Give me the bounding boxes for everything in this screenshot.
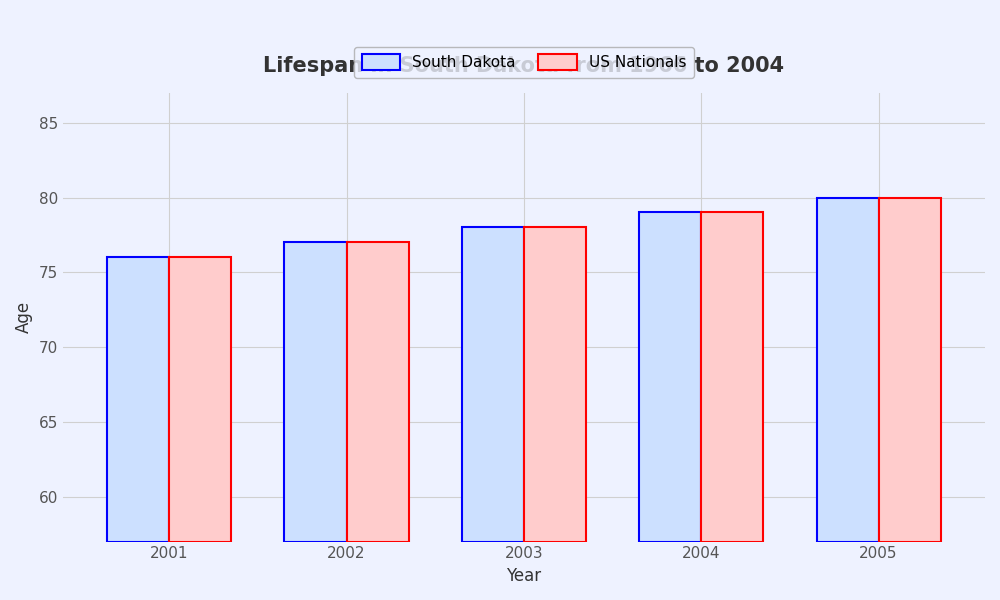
Bar <box>701 212 763 542</box>
Bar <box>347 242 409 542</box>
Bar <box>524 227 586 542</box>
X-axis label: Year: Year <box>506 567 541 585</box>
Title: Lifespan in South Dakota from 1966 to 2004: Lifespan in South Dakota from 1966 to 20… <box>263 56 784 76</box>
Bar <box>462 227 524 542</box>
Bar <box>169 257 231 542</box>
Bar <box>107 257 169 542</box>
Legend: South Dakota, US Nationals: South Dakota, US Nationals <box>354 47 694 78</box>
Y-axis label: Age: Age <box>15 301 33 333</box>
Bar <box>817 197 879 542</box>
Bar <box>879 197 941 542</box>
Bar <box>639 212 701 542</box>
Bar <box>284 242 347 542</box>
